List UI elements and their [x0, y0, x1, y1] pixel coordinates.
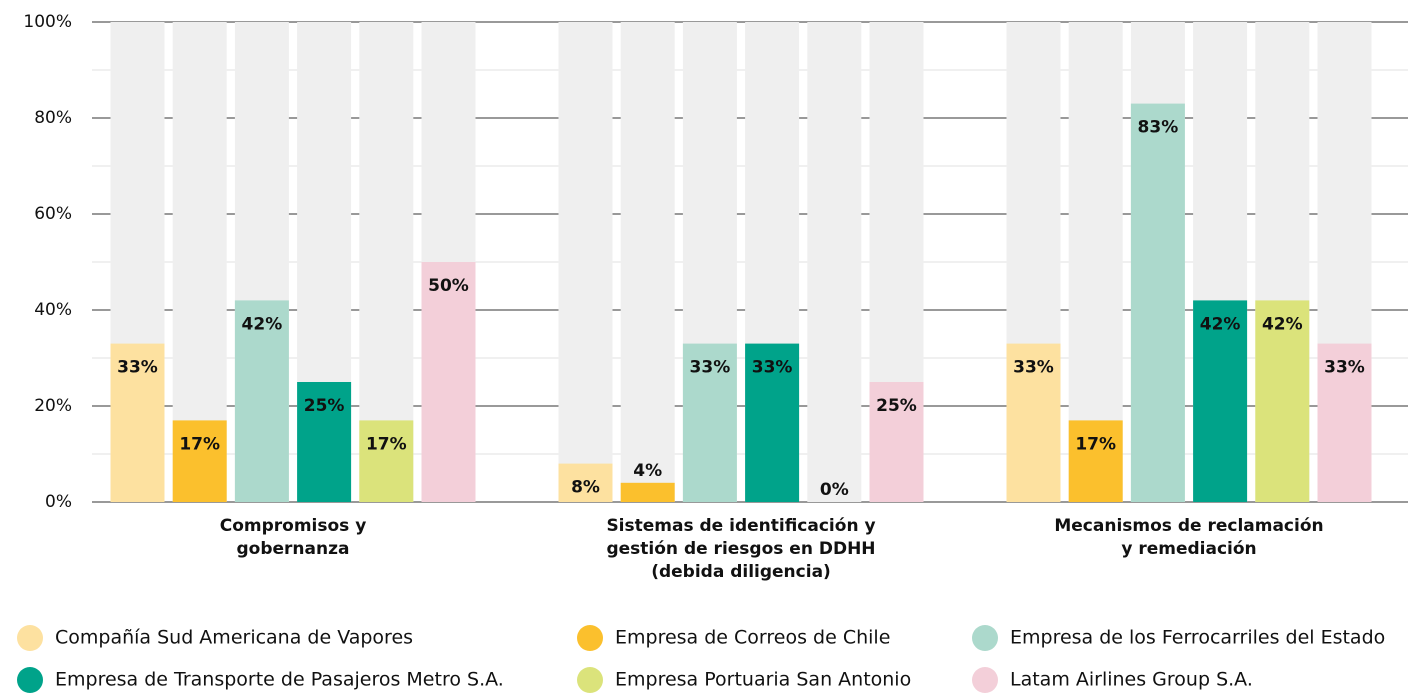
x-tick-label: Mecanismos de reclamación y remediación — [1054, 516, 1324, 559]
bar — [297, 382, 352, 502]
bar — [1255, 300, 1310, 502]
legend-label: Empresa de Transporte de Pasajeros Metro… — [55, 669, 504, 691]
y-tick-label: 80% — [34, 108, 72, 128]
bar — [745, 343, 800, 502]
data-label: 42% — [242, 314, 283, 334]
legend-label: Compañía Sud Americana de Vapores — [55, 627, 413, 649]
data-label: 42% — [1200, 314, 1241, 334]
y-tick-label: 20% — [34, 396, 72, 416]
legend-swatch — [17, 625, 43, 651]
legend-label: Empresa de los Ferrocarriles del Estado — [1010, 627, 1385, 649]
data-label: 33% — [1013, 358, 1054, 378]
bar-track — [558, 22, 613, 502]
legend-swatch — [17, 667, 43, 693]
legend-swatch — [577, 667, 603, 693]
data-label: 33% — [1324, 358, 1365, 378]
data-label: 17% — [1075, 434, 1116, 454]
y-tick-label: 40% — [34, 300, 72, 320]
data-label: 17% — [366, 434, 407, 454]
data-label: 0% — [820, 480, 849, 500]
data-label: 33% — [690, 358, 731, 378]
bar — [421, 262, 476, 502]
data-label: 17% — [179, 434, 220, 454]
legend-swatch — [577, 625, 603, 651]
y-tick-label: 0% — [45, 492, 72, 512]
bar — [1130, 103, 1185, 502]
bar — [1068, 420, 1123, 502]
bar — [1193, 300, 1248, 502]
data-label: 25% — [876, 396, 917, 416]
bar-track — [807, 22, 862, 502]
bar — [1317, 343, 1372, 502]
data-label: 8% — [571, 478, 600, 498]
data-label: 33% — [752, 358, 793, 378]
data-label: 4% — [633, 461, 662, 481]
bar — [359, 420, 414, 502]
bar — [558, 463, 613, 502]
bar — [682, 343, 737, 502]
legend-label: Empresa Portuaria San Antonio — [615, 669, 911, 691]
legend-swatch — [972, 625, 998, 651]
bar — [869, 382, 924, 502]
data-label: 25% — [304, 396, 345, 416]
legend-swatch — [972, 667, 998, 693]
bar — [234, 300, 289, 502]
bar — [620, 482, 675, 502]
y-tick-label: 100% — [23, 12, 72, 32]
y-tick-label: 60% — [34, 204, 72, 224]
bar — [110, 343, 165, 502]
legend-label: Empresa de Correos de Chile — [615, 627, 890, 649]
data-label: 42% — [1262, 314, 1303, 334]
legend-label: Latam Airlines Group S.A. — [1010, 669, 1253, 691]
bar — [172, 420, 227, 502]
x-tick-label: Compromisos y gobernanza — [219, 516, 367, 559]
data-label: 33% — [117, 358, 158, 378]
data-label: 50% — [428, 276, 469, 296]
data-label: 83% — [1138, 118, 1179, 138]
bar — [1006, 343, 1061, 502]
x-tick-label: Sistemas de identificación y gestión de … — [606, 516, 876, 582]
bar-track — [620, 22, 675, 502]
